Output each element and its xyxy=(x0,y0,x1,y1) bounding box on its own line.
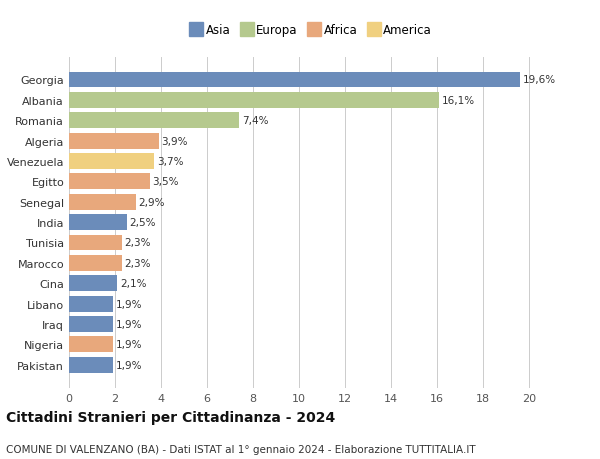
Bar xyxy=(69,215,127,230)
Bar xyxy=(69,296,113,312)
Text: 1,9%: 1,9% xyxy=(115,340,142,350)
Text: 2,1%: 2,1% xyxy=(120,279,146,289)
Legend: Asia, Europa, Africa, America: Asia, Europa, Africa, America xyxy=(185,20,436,40)
Bar xyxy=(69,276,118,291)
Bar xyxy=(69,174,149,190)
Text: 2,3%: 2,3% xyxy=(125,238,151,248)
Bar xyxy=(69,336,113,353)
Text: 2,3%: 2,3% xyxy=(125,258,151,268)
Bar xyxy=(69,235,122,251)
Bar xyxy=(69,113,239,129)
Bar xyxy=(69,154,154,169)
Text: Cittadini Stranieri per Cittadinanza - 2024: Cittadini Stranieri per Cittadinanza - 2… xyxy=(6,411,335,425)
Text: 1,9%: 1,9% xyxy=(115,319,142,329)
Text: 2,5%: 2,5% xyxy=(129,218,156,228)
Bar xyxy=(69,73,520,88)
Bar xyxy=(69,134,158,149)
Text: 3,9%: 3,9% xyxy=(161,136,188,146)
Text: 3,7%: 3,7% xyxy=(157,157,184,167)
Text: 7,4%: 7,4% xyxy=(242,116,268,126)
Text: COMUNE DI VALENZANO (BA) - Dati ISTAT al 1° gennaio 2024 - Elaborazione TUTTITAL: COMUNE DI VALENZANO (BA) - Dati ISTAT al… xyxy=(6,444,476,454)
Text: 2,9%: 2,9% xyxy=(139,197,165,207)
Bar xyxy=(69,255,122,271)
Bar xyxy=(69,194,136,210)
Text: 1,9%: 1,9% xyxy=(115,360,142,370)
Text: 1,9%: 1,9% xyxy=(115,299,142,309)
Bar xyxy=(69,316,113,332)
Bar xyxy=(69,357,113,373)
Text: 3,5%: 3,5% xyxy=(152,177,179,187)
Text: 16,1%: 16,1% xyxy=(442,95,475,106)
Bar xyxy=(69,93,439,109)
Text: 19,6%: 19,6% xyxy=(523,75,556,85)
